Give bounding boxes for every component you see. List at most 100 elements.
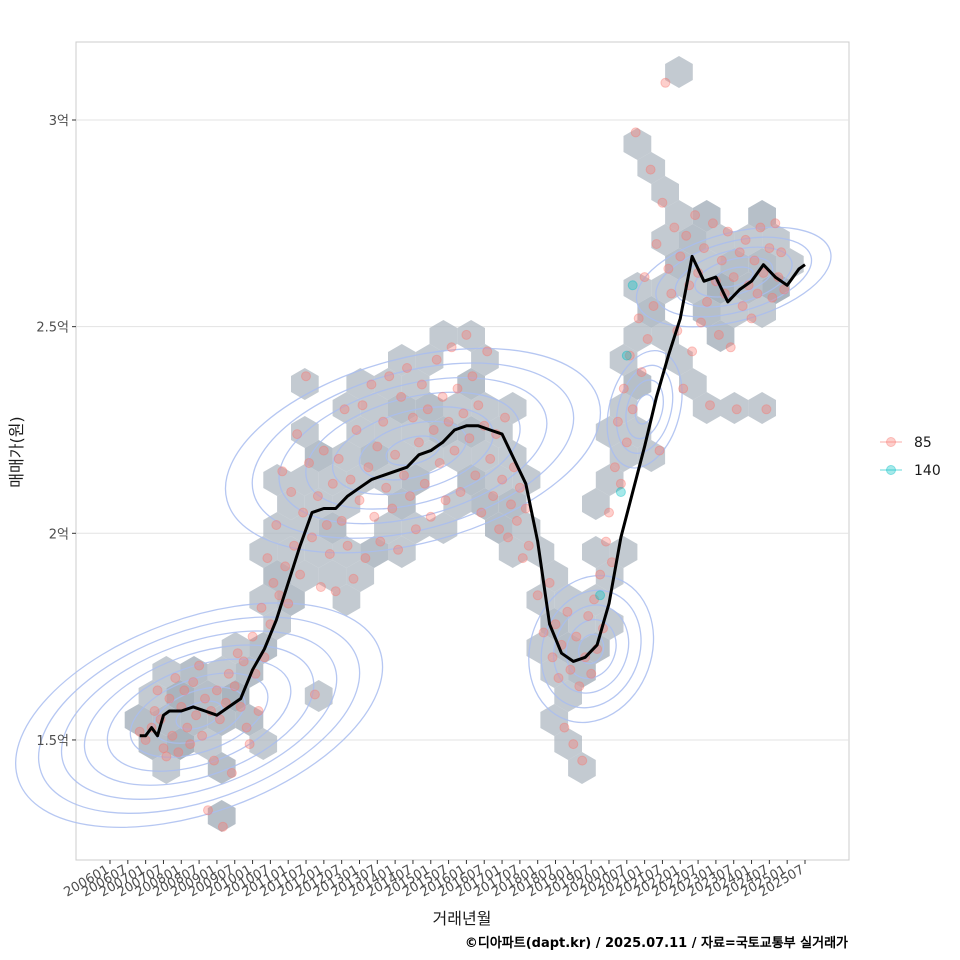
- hexbin-cell: [609, 440, 638, 472]
- hexbin-cell: [748, 200, 776, 232]
- data-point-140: [615, 487, 626, 497]
- data-point-85: [621, 437, 632, 448]
- data-point-85: [268, 577, 279, 588]
- hexbin-cell: [318, 464, 347, 496]
- data-point-85: [301, 371, 311, 382]
- data-point-85: [716, 255, 727, 266]
- hexbin-cell: [582, 488, 610, 520]
- hexbin-cell: [748, 296, 776, 328]
- data-point-85: [247, 631, 258, 642]
- hexbin-cell: [291, 560, 319, 592]
- hexbin-cell: [443, 488, 472, 520]
- hexbin-cell: [637, 152, 666, 184]
- hexbin-cell: [152, 752, 181, 784]
- hexbin-cell: [332, 488, 361, 520]
- data-point-85: [289, 540, 300, 551]
- data-point-140: [627, 280, 638, 291]
- data-point-85: [360, 553, 371, 564]
- hexbin-cell: [706, 320, 735, 352]
- hexbin-cell: [207, 752, 236, 784]
- density-contour: [83, 644, 315, 786]
- data-point-85: [699, 243, 709, 254]
- data-point-85: [307, 532, 317, 543]
- data-point-85: [455, 487, 466, 497]
- data-point-85: [253, 706, 264, 716]
- data-point-85: [277, 466, 288, 477]
- hexbin-cell: [595, 608, 624, 640]
- data-point-85: [500, 412, 510, 423]
- hexbin-cell: [263, 560, 291, 592]
- data-point-85: [624, 350, 635, 361]
- data-point-85: [342, 540, 353, 551]
- hexbin-cell: [332, 536, 361, 568]
- density-contour: [129, 672, 269, 758]
- hexbin-cell: [249, 536, 278, 568]
- hexbin-cell: [318, 560, 347, 592]
- data-point-85: [675, 251, 686, 262]
- hexbin-cell: [207, 704, 236, 736]
- data-point-85: [678, 383, 689, 394]
- hexbin-cell: [762, 272, 790, 304]
- density-contour: [106, 658, 292, 772]
- data-point-85: [241, 722, 252, 733]
- data-point-140: [595, 590, 606, 601]
- data-point-85: [461, 329, 472, 340]
- data-point-85: [197, 730, 208, 741]
- data-point-85: [595, 569, 606, 580]
- data-point-140: [621, 350, 632, 361]
- data-point-85: [728, 272, 739, 283]
- data-point-85: [348, 573, 359, 584]
- data-point-85: [749, 255, 760, 266]
- hexbin-cell: [346, 560, 375, 592]
- data-point-85: [191, 710, 202, 721]
- data-point-85: [485, 453, 496, 464]
- hexbin-cell: [401, 464, 430, 496]
- data-point-85: [517, 553, 528, 564]
- hexbin-cell: [665, 344, 693, 376]
- hexbin-cell: [346, 416, 375, 448]
- hexbin-cell: [568, 752, 596, 784]
- data-point-85: [357, 400, 368, 411]
- density-contour: [578, 633, 605, 665]
- data-point-85: [238, 656, 249, 667]
- data-point-85: [702, 296, 712, 307]
- data-point-85: [170, 673, 181, 683]
- data-point-85: [612, 416, 623, 427]
- hexbin-cell: [637, 296, 666, 328]
- data-point-85: [532, 590, 543, 601]
- hexbin-cell: [692, 200, 721, 232]
- data-point-85: [642, 334, 653, 344]
- density-contour: [278, 376, 548, 525]
- hexbin-cell: [291, 512, 319, 544]
- data-point-85: [209, 755, 219, 766]
- data-point-85: [467, 371, 478, 382]
- data-point-85: [713, 329, 724, 340]
- data-point-85: [565, 664, 576, 675]
- hexbin-cell: [471, 440, 499, 472]
- data-point-85: [363, 462, 374, 473]
- data-point-85: [372, 441, 383, 452]
- hexbin-cell: [665, 200, 693, 232]
- hexbin-cell: [263, 464, 291, 496]
- data-point-85: [663, 263, 674, 274]
- data-point-85: [633, 313, 644, 324]
- data-point-85: [416, 379, 427, 390]
- hexbin-cell: [720, 392, 749, 424]
- data-point-85: [601, 536, 611, 547]
- hexbin-cell: [554, 728, 582, 760]
- data-point-85: [574, 681, 585, 692]
- hexbin-cell: [249, 728, 278, 760]
- density-contour: [635, 226, 832, 328]
- data-point-85: [571, 631, 582, 642]
- data-point-85: [568, 739, 579, 750]
- data-point-85: [179, 685, 190, 696]
- data-point-85: [731, 404, 742, 415]
- density-contour: [251, 362, 575, 539]
- hexbin-cell: [401, 368, 430, 400]
- hexbin-cell: [651, 176, 679, 208]
- data-point-85: [211, 685, 222, 696]
- hexbin-cell: [651, 272, 679, 304]
- data-point-85: [494, 524, 505, 535]
- hexbin-cell: [706, 224, 735, 256]
